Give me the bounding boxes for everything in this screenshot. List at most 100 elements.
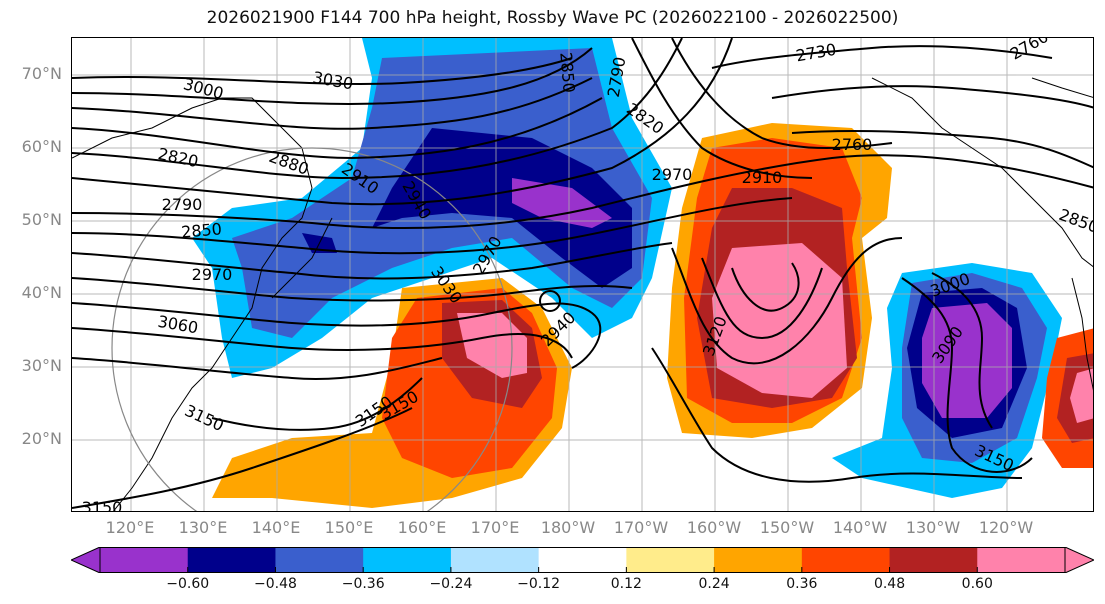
figure-title: 2026021900 F144 700 hPa height, Rossby W… — [206, 8, 899, 28]
contour-label: 3150 — [82, 498, 123, 512]
colorbar-segment — [450, 547, 540, 573]
contour-line — [72, 277, 633, 302]
latitude-label: 70°N — [21, 64, 62, 83]
contour-line — [72, 302, 602, 369]
longitude-label: 130°E — [178, 518, 228, 537]
colorbar-tick-label: −0.60 — [166, 576, 210, 592]
contour-line — [72, 242, 673, 280]
colorbar-tick-label: −0.12 — [517, 576, 561, 592]
latitude-label: 30°N — [21, 356, 62, 375]
longitude-label: 120°W — [978, 518, 1034, 537]
map-panel: 3000 3030 2820 2880 2790 2850 2970 3060 3150 2910… — [71, 37, 1094, 512]
contour-line — [72, 38, 683, 180]
contour-line — [651, 347, 1023, 483]
colorbar-tick-label: 0.48 — [873, 576, 906, 592]
contour-label: 3060 — [156, 312, 199, 338]
coastline-north-america — [1031, 77, 1093, 98]
contour-line — [72, 47, 593, 105]
colorbar-segment — [100, 547, 189, 573]
contour-line — [72, 57, 573, 86]
longitude-label: 150°E — [324, 518, 374, 537]
contour-label: 2760 — [832, 135, 873, 154]
contour-line — [701, 257, 823, 340]
contour-label: 2850 — [180, 219, 222, 241]
latitude-label: 40°N — [21, 283, 62, 302]
contour-line — [72, 327, 573, 359]
contour-line — [771, 85, 1093, 109]
contour-line — [711, 45, 1053, 69]
longitude-label: 170°E — [470, 518, 520, 537]
colorbar-border — [99, 547, 1066, 573]
coastlines — [72, 77, 1093, 511]
colorbar-segment — [187, 547, 276, 573]
contour-label: 2760 — [1007, 38, 1052, 64]
contour-line — [72, 407, 413, 509]
colorbar-tick-label: −0.48 — [254, 576, 297, 592]
colorbar-segment — [977, 547, 1066, 573]
colorbar — [71, 547, 1094, 573]
colorbar-tick-label: 0.12 — [610, 576, 642, 592]
contour-line — [72, 97, 603, 160]
contour-line — [791, 129, 1093, 169]
anomaly-area-positive-far-east-core — [1070, 368, 1093, 423]
anomaly-area-negative-inner — [372, 128, 632, 288]
reference-circle — [111, 147, 513, 511]
colorbar-segment — [714, 547, 803, 573]
contour-line — [72, 357, 443, 380]
contour-line — [671, 237, 903, 365]
colorbar-segment — [363, 547, 452, 573]
longitude-label: 150°W — [759, 518, 815, 537]
longitude-label: 140°W — [832, 518, 888, 537]
colorbar-segment — [275, 547, 364, 573]
contour-label: 2730 — [794, 40, 837, 66]
colorbar-tick-label: 0.36 — [786, 576, 818, 592]
anomaly-area-negative-east-core — [922, 303, 1012, 418]
contour-label: 2790 — [162, 195, 203, 214]
longitude-label: 170°W — [613, 518, 669, 537]
longitude-label: 130°W — [905, 518, 961, 537]
contour-line — [72, 154, 1093, 229]
contour-label: 2850 — [1057, 205, 1094, 237]
latitude-label: 60°N — [21, 137, 62, 156]
anomaly-area-negative-core — [512, 178, 612, 228]
colorbar-arrow-right — [1064, 547, 1094, 573]
anomaly-shading — [192, 38, 1093, 508]
colorbar-tick-label: −0.36 — [341, 576, 385, 592]
longitude-label: 180°W — [540, 518, 596, 537]
longitude-label: 120°E — [105, 518, 155, 537]
longitude-label: 140°E — [251, 518, 301, 537]
anomaly-area-positive-east-core — [712, 243, 847, 398]
coastline-asia — [72, 97, 313, 511]
contour-label: 3030 — [311, 68, 354, 94]
coastline-japan — [271, 217, 333, 299]
colorbar-tick-label: 0.60 — [961, 576, 993, 592]
colorbar-tick-label: −0.24 — [429, 576, 473, 592]
contour-line — [671, 38, 893, 149]
contour-line — [72, 197, 793, 255]
contour-line — [72, 77, 593, 130]
colorbar-tick-label: 0.24 — [698, 576, 730, 592]
latitude-label: 50°N — [21, 210, 62, 229]
colorbar-segment — [889, 547, 978, 573]
colorbar-segment — [538, 547, 627, 573]
graticule — [72, 38, 1093, 511]
contour-label: 2910 — [742, 168, 783, 187]
contour-closed-low — [539, 290, 561, 312]
longitude-label: 160°W — [686, 518, 742, 537]
colorbar-arrow-left — [71, 547, 101, 573]
coastline-alaska — [871, 77, 1093, 268]
contour-line — [931, 272, 993, 429]
contour-label: 2970 — [652, 165, 693, 184]
contour-line — [731, 262, 800, 312]
longitude-label: 160°E — [397, 518, 447, 537]
anomaly-area-positive-core — [457, 313, 527, 378]
coastline-west-coast — [1071, 277, 1093, 391]
height-contours — [72, 38, 1093, 509]
colorbar-segment — [801, 547, 891, 573]
contour-line — [72, 38, 733, 206]
latitude-label: 20°N — [21, 429, 62, 448]
contour-line — [901, 277, 1033, 473]
colorbar-segment — [626, 547, 715, 573]
contour-label: 2970 — [192, 265, 233, 284]
